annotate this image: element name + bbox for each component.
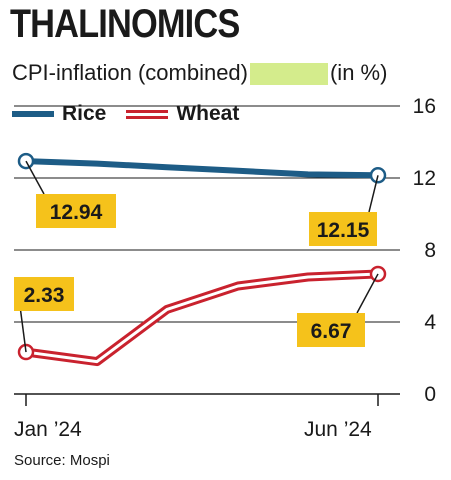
subtitle-text: CPI-inflation (combined) (12, 60, 248, 85)
legend-swatch-rice (12, 111, 54, 117)
legend-swatch-wheat (126, 109, 169, 119)
subtitle-unit: (in %) (329, 60, 388, 85)
data-label: 12.94 (50, 201, 103, 224)
data-label-box (297, 313, 365, 347)
data-label-leader (19, 305, 27, 353)
x-tick-label: Jan ’24 (14, 418, 82, 441)
data-label-leader (25, 160, 45, 195)
data-label-box (309, 212, 377, 246)
data-label: 2.33 (24, 284, 65, 307)
legend: Rice Wheat (12, 102, 259, 126)
y-tick-label: 4 (424, 311, 436, 334)
legend-label-rice: Rice (62, 102, 107, 125)
legend-item-wheat: Wheat (126, 102, 239, 126)
legend-item-rice: Rice (12, 102, 106, 126)
series-line-wheat-inner (25, 272, 379, 364)
source-note: Source: Mospi (14, 452, 110, 469)
legend-label-wheat: Wheat (176, 102, 240, 125)
y-tick-label: 0 (424, 383, 436, 406)
data-label: 6.67 (311, 320, 352, 343)
data-label-box (14, 277, 74, 311)
data-label-leader (368, 175, 379, 213)
data-label-leader (356, 273, 379, 314)
chart-subtitle: CPI-inflation (combined) (in %) (12, 60, 387, 86)
y-tick-label: 8 (424, 239, 436, 262)
y-tick-label: 12 (413, 167, 436, 190)
chart-title: THALINOMICS (10, 2, 240, 46)
data-label: 12.15 (317, 219, 370, 242)
y-tick-label: 16 (413, 95, 436, 118)
data-label-box (36, 194, 116, 228)
series-line-rice (25, 158, 379, 179)
highlight-box (249, 63, 328, 86)
x-tick-label: Jun ’24 (304, 418, 372, 441)
